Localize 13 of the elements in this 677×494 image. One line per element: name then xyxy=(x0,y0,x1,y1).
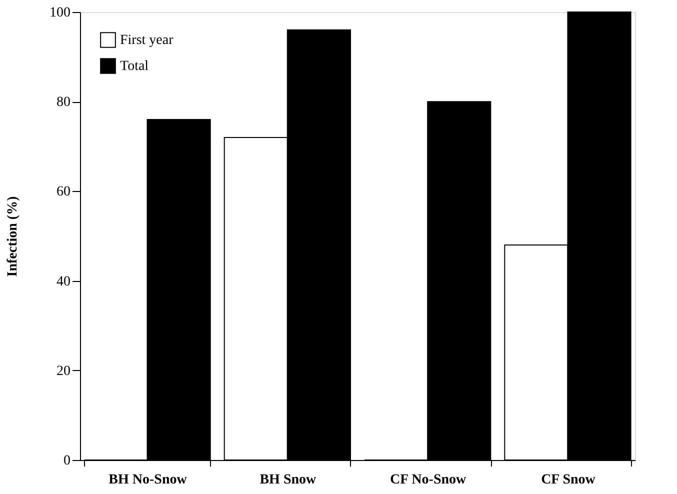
x-tick-label: CF Snow xyxy=(541,472,596,488)
y-tick-label: 0 xyxy=(64,454,70,468)
y-tick-label: 100 xyxy=(50,6,70,20)
y-tick-label: 20 xyxy=(56,364,70,379)
legend-label: First year xyxy=(120,33,174,48)
y-axis-title: Infection (%) xyxy=(6,196,20,277)
y-tick-label: 60 xyxy=(56,184,70,200)
y-tick-label: 40 xyxy=(56,274,70,290)
x-tick-label: BH No-Snow xyxy=(108,472,188,488)
y-tick-label: 80 xyxy=(56,95,70,110)
x-tick-label: CF No-Snow xyxy=(390,472,468,488)
x-tick-label: BH Snow xyxy=(260,472,318,488)
legend-label: Total xyxy=(120,59,149,74)
